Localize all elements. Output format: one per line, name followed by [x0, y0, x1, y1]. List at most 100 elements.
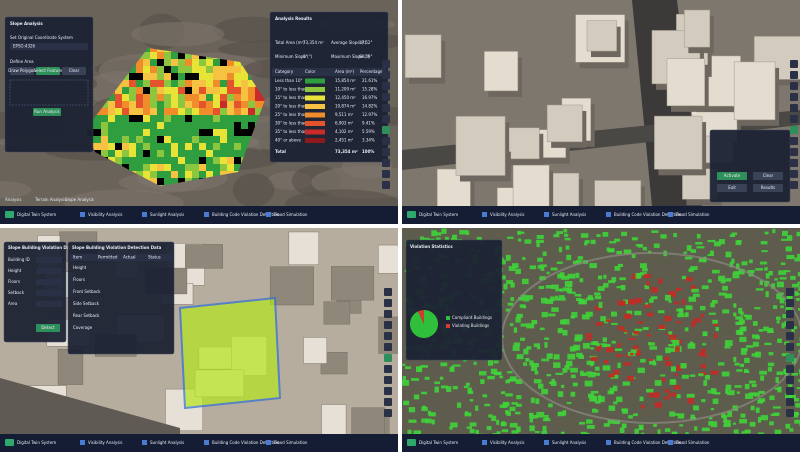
parcel	[643, 327, 649, 330]
parcel	[466, 231, 469, 235]
parcel	[773, 305, 777, 309]
tool-button[interactable]	[790, 93, 798, 101]
nav-item[interactable]: Visibility Analysis	[490, 212, 525, 217]
tool-button[interactable]	[786, 310, 794, 318]
input[interactable]	[36, 301, 62, 307]
nav-item[interactable]: Flood Simulation	[676, 440, 710, 445]
tool-button[interactable]	[382, 93, 390, 101]
tool-button[interactable]	[786, 398, 794, 406]
breadcrumb[interactable]: Analysis	[5, 197, 21, 202]
heat-cell	[220, 87, 227, 94]
heat-cell	[213, 136, 220, 143]
parcel	[575, 273, 579, 278]
tool-button[interactable]	[382, 115, 390, 123]
tool-button[interactable]	[790, 104, 798, 112]
tool-button[interactable]	[384, 387, 392, 395]
tool-button[interactable]	[384, 354, 392, 362]
tool-button[interactable]	[786, 376, 794, 384]
nav-icon	[80, 440, 85, 445]
tool-button[interactable]	[384, 288, 392, 296]
tool-button[interactable]	[790, 159, 798, 167]
breadcrumb[interactable]: Slope Analysis	[65, 197, 94, 202]
tool-button[interactable]	[384, 332, 392, 340]
nav-item[interactable]: Sunlight Analysis	[552, 212, 586, 217]
tool-button[interactable]	[382, 126, 390, 134]
tool-button[interactable]	[382, 82, 390, 90]
tool-button[interactable]	[384, 321, 392, 329]
tool-button[interactable]	[790, 60, 798, 68]
heat-cell	[185, 115, 192, 122]
parcel	[782, 323, 785, 329]
parcel	[578, 299, 585, 304]
tool-button[interactable]	[384, 409, 392, 417]
tool-button[interactable]	[786, 365, 794, 373]
tool-button[interactable]	[786, 343, 794, 351]
tool-button[interactable]	[384, 398, 392, 406]
nav-item[interactable]: Visibility Analysis	[490, 440, 525, 445]
nav-item[interactable]: Flood Simulation	[274, 440, 308, 445]
tool-button[interactable]	[382, 159, 390, 167]
parcel	[646, 389, 653, 393]
parcel	[630, 353, 634, 356]
nav-item[interactable]: Visibility Analysis	[88, 440, 123, 445]
parcel	[653, 392, 659, 398]
nav-item[interactable]: Sunlight Analysis	[150, 212, 184, 217]
tool-button[interactable]	[382, 170, 390, 178]
tool-button[interactable]	[382, 148, 390, 156]
nav-item[interactable]: Sunlight Analysis	[150, 440, 184, 445]
tool-button[interactable]	[384, 299, 392, 307]
parcel	[441, 228, 446, 233]
tool-button[interactable]	[790, 170, 798, 178]
tool-button[interactable]	[790, 126, 798, 134]
tool-button[interactable]	[790, 148, 798, 156]
color-swatch	[305, 130, 325, 135]
tool-button[interactable]	[382, 137, 390, 145]
breadcrumb[interactable]: Terrain Analysis	[34, 197, 66, 202]
heat-cell	[171, 122, 178, 129]
tool-button[interactable]	[786, 354, 794, 362]
tool-button[interactable]	[786, 387, 794, 395]
summary-cell: 73,354 m²	[303, 40, 324, 45]
heat-cell	[206, 150, 213, 157]
tool-button[interactable]	[384, 376, 392, 384]
tool-button[interactable]	[786, 321, 794, 329]
parcel	[590, 347, 594, 349]
tool-button[interactable]	[384, 365, 392, 373]
input[interactable]	[36, 279, 62, 285]
tool-button[interactable]	[790, 71, 798, 79]
input[interactable]	[36, 290, 62, 296]
tool-button[interactable]	[384, 310, 392, 318]
heat-cell	[143, 94, 150, 101]
heat-cell	[108, 122, 115, 129]
parcel	[411, 378, 419, 381]
parcel	[654, 244, 660, 248]
heat-cell	[213, 143, 220, 150]
nav-item[interactable]: Flood Simulation	[274, 212, 308, 217]
percent: 15.28%	[362, 87, 377, 92]
input[interactable]	[36, 268, 62, 274]
nav-item[interactable]: Visibility Analysis	[88, 212, 123, 217]
tool-button[interactable]	[786, 299, 794, 307]
tool-button[interactable]	[382, 71, 390, 79]
parcel	[530, 417, 534, 422]
nav-icon	[204, 440, 209, 445]
tool-button[interactable]	[790, 181, 798, 189]
input[interactable]	[36, 257, 62, 263]
tool-button[interactable]	[786, 332, 794, 340]
nav-item[interactable]: Sunlight Analysis	[552, 440, 586, 445]
parcel	[526, 295, 533, 299]
tool-button[interactable]	[786, 288, 794, 296]
tool-button[interactable]	[790, 82, 798, 90]
tool-button[interactable]	[790, 115, 798, 123]
tool-button[interactable]	[382, 60, 390, 68]
heat-cell	[241, 73, 248, 80]
tool-button[interactable]	[382, 104, 390, 112]
parcel	[592, 410, 598, 413]
parcel	[599, 302, 603, 308]
tool-button[interactable]	[790, 137, 798, 145]
tool-button[interactable]	[382, 181, 390, 189]
tool-button[interactable]	[786, 409, 794, 417]
tool-button[interactable]	[384, 343, 392, 351]
parcel	[501, 421, 505, 426]
nav-item[interactable]: Flood Simulation	[676, 212, 710, 217]
